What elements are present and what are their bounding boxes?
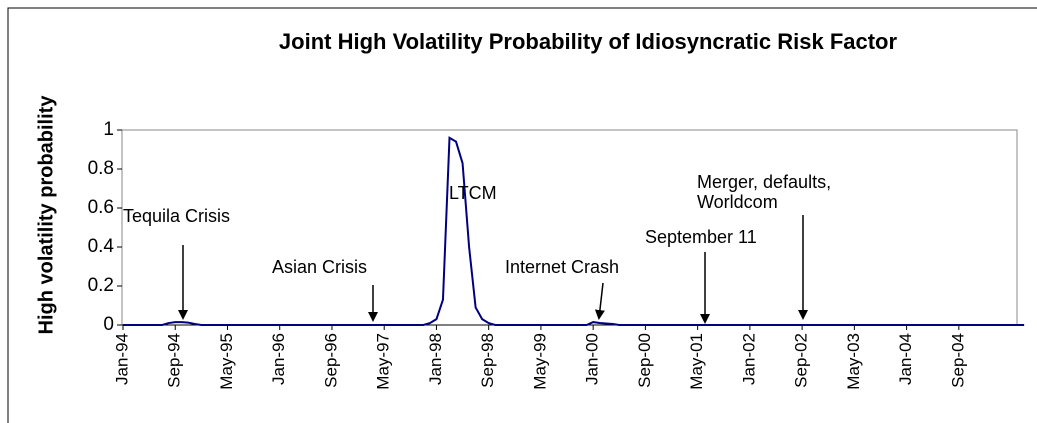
- annotation: Worldcom: [697, 192, 778, 212]
- x-tick-label: May-95: [217, 333, 236, 390]
- line-series: [123, 136, 1025, 326]
- x-tick-label: Sep-04: [948, 333, 967, 388]
- annotation: Merger, defaults,: [697, 172, 831, 192]
- frame: [7, 7, 1037, 423]
- y-tick-label: 0: [103, 314, 114, 335]
- y-tick-label: 0.8: [88, 158, 114, 179]
- x-tick-label: Sep-94: [165, 333, 184, 388]
- x-tick-label: May-01: [687, 333, 706, 390]
- annotation: Tequila Crisis: [123, 206, 230, 226]
- x-tick-label: Jan-96: [269, 333, 288, 385]
- x-tick-label: May-97: [374, 333, 393, 390]
- x-tick-label: Jan-98: [426, 333, 445, 385]
- x-tick-label: Jan-02: [739, 333, 758, 385]
- x-tick-label: May-03: [844, 333, 863, 390]
- x-tick-label: Sep-96: [321, 333, 340, 388]
- annotation-arrow: [594, 282, 605, 320]
- annotation: LTCM: [449, 183, 497, 203]
- annotation: September 11: [645, 227, 757, 247]
- y-tick-label: 0.2: [88, 275, 114, 296]
- chart-title: Joint High Volatility Probability of Idi…: [278, 29, 898, 54]
- y-tick-label: 1: [103, 119, 114, 140]
- x-tick-label: Sep-02: [792, 333, 811, 388]
- annotation: Asian Crisis: [272, 257, 367, 277]
- y-axis-label: High volatility probability: [35, 95, 57, 335]
- y-tick-label: 0.4: [88, 236, 115, 257]
- x-tick-label: Sep-00: [635, 333, 654, 388]
- plot-area: [121, 129, 1018, 326]
- x-tick-label: Sep-98: [478, 333, 497, 388]
- x-tick-label: Jan-04: [896, 333, 915, 385]
- annotation: Internet Crash: [505, 257, 619, 277]
- x-tick-label: Jan-94: [112, 333, 131, 385]
- x-tick-label: Jan-00: [583, 333, 602, 385]
- x-tick-label: May-99: [530, 333, 549, 390]
- y-tick-label: 0.6: [88, 197, 114, 218]
